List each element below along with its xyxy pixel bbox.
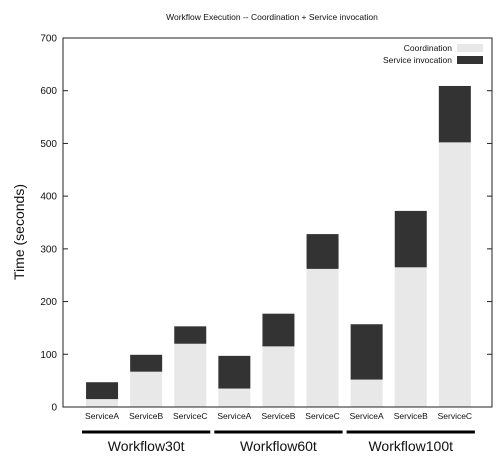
bar-coordination — [262, 346, 295, 407]
y-tick-label: 300 — [40, 244, 57, 255]
x-axis: ServiceA ServiceB ServiceC ServiceA ServiceB… — [85, 411, 472, 421]
legend: Coordination Service invocation — [383, 43, 483, 65]
bar-service-invocation — [394, 210, 427, 268]
bar-coordination — [438, 142, 471, 408]
group-label: Workflow60t — [240, 438, 317, 454]
x-tick-label: ServiceA — [350, 411, 384, 421]
y-axis: 0 100 200 300 400 500 600 700 — [40, 34, 492, 414]
legend-swatch — [457, 56, 483, 64]
chart-title: Workflow Execution -- Coordination + Ser… — [166, 12, 378, 22]
legend-label: Coordination — [404, 43, 452, 53]
bar-service-invocation — [262, 313, 295, 347]
bar-service-invocation — [438, 85, 471, 143]
x-tick-label: ServiceC — [438, 411, 472, 421]
y-tick-label: 100 — [40, 350, 57, 361]
y-tick-label: 500 — [40, 139, 57, 150]
x-tick-label: ServiceA — [217, 411, 251, 421]
x-tick-label: ServiceA — [85, 411, 119, 421]
bar-coordination — [174, 343, 207, 407]
bar-coordination — [306, 268, 339, 407]
x-tick-label: ServiceB — [129, 411, 163, 421]
y-tick-label: 0 — [51, 403, 57, 414]
x-tick-label: ServiceB — [394, 411, 428, 421]
y-axis-label: Time (seconds) — [11, 184, 27, 280]
group-label: Workflow30t — [108, 438, 185, 454]
x-tick-label: ServiceC — [173, 411, 207, 421]
bar-service-invocation — [306, 234, 339, 269]
bar-coordination — [86, 399, 119, 407]
bar-service-invocation — [86, 382, 119, 400]
bar-coordination — [218, 388, 251, 407]
bar-service-invocation — [350, 324, 383, 380]
y-tick-label: 600 — [40, 86, 57, 97]
y-tick-label: 200 — [40, 297, 57, 308]
y-tick-label: 700 — [40, 34, 57, 45]
plot-frame — [62, 37, 493, 408]
legend-label: Service invocation — [383, 55, 452, 65]
y-tick-label: 400 — [40, 192, 57, 203]
bar-service-invocation — [174, 326, 207, 344]
bar-coordination — [350, 379, 383, 407]
group-labels: Workflow30t Workflow60t Workflow100t — [82, 430, 475, 454]
bar-service-invocation — [130, 354, 163, 372]
group-label: Workflow100t — [368, 438, 453, 454]
bars-layer — [86, 85, 471, 408]
x-tick-label: ServiceC — [305, 411, 339, 421]
bar-coordination — [130, 371, 163, 407]
bar-coordination — [394, 267, 427, 407]
bar-service-invocation — [218, 355, 251, 389]
legend-swatch — [457, 44, 483, 52]
x-tick-label: ServiceB — [261, 411, 295, 421]
